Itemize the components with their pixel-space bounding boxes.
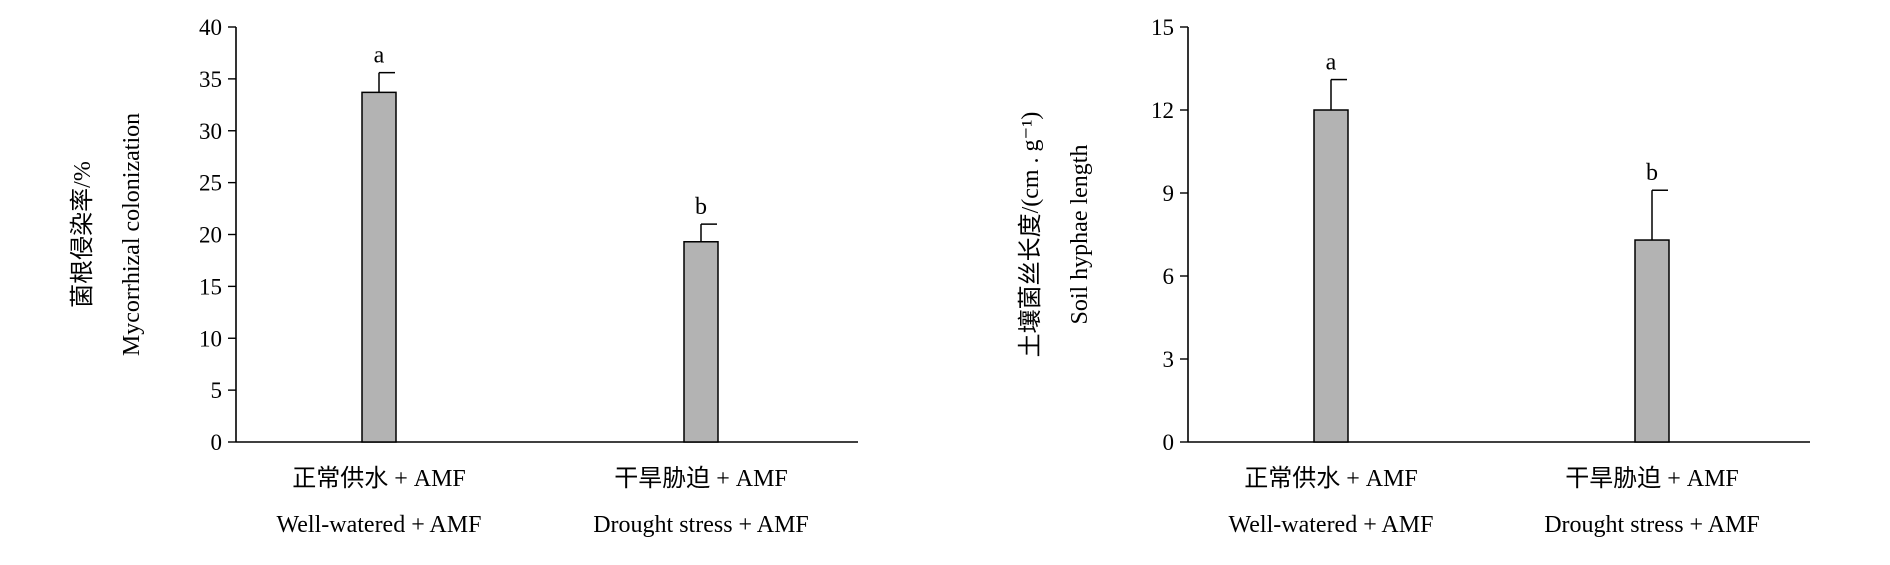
- y-tick-label: 10: [199, 326, 222, 351]
- bar: [1313, 109, 1349, 443]
- category-label: Well-watered + AMF: [1229, 512, 1434, 538]
- bar: [361, 91, 397, 443]
- y-tick-label: 30: [199, 119, 222, 144]
- y-tick-label: 6: [1163, 264, 1175, 289]
- y-tick-label: 40: [199, 15, 222, 40]
- bar: [1634, 239, 1670, 443]
- y-tick-label: 15: [199, 274, 222, 299]
- y-tick-label: 3: [1163, 347, 1175, 372]
- significance-label: a: [1326, 50, 1337, 76]
- y-axis-subtitle: Soil hyphae length: [1067, 145, 1093, 325]
- y-axis-subtitle: Mycorrhizal colonization: [119, 113, 145, 356]
- chart-soil-hyphae-length: 0 3 6 9 12 15 a 正常供水 + AMF Well-watered + AMF b 干旱…: [1017, 15, 1810, 538]
- category-label: Drought stress + AMF: [593, 512, 809, 538]
- category-label: 正常供水 + AMF: [1244, 465, 1418, 492]
- y-tick-label: 15: [1151, 15, 1174, 40]
- category-label: Drought stress + AMF: [1544, 512, 1760, 538]
- significance-label: a: [374, 43, 385, 69]
- y-axis-title: 菌根侵染率/%: [69, 161, 96, 308]
- y-tick-label: 12: [1151, 98, 1174, 123]
- y-tick-label: 0: [211, 430, 223, 455]
- category-label: 干旱胁迫 + AMF: [1565, 465, 1739, 492]
- bar: [683, 241, 719, 443]
- y-tick-label: 9: [1163, 181, 1175, 206]
- category-label: 正常供水 + AMF: [292, 465, 466, 492]
- y-axis-title: 土壤菌丝长度/(cm . g⁻¹): [1017, 112, 1044, 358]
- significance-label: b: [695, 194, 707, 220]
- y-tick-label: 35: [199, 67, 222, 92]
- y-tick-label: 0: [1163, 430, 1175, 455]
- category-label: Well-watered + AMF: [277, 512, 482, 538]
- chart-mycorrhizal-colonization: 0 5 10 15 20 25 30 35 40 a 正常供水 + AMF Well-watered …: [69, 15, 858, 538]
- y-tick-label: 25: [199, 171, 222, 196]
- y-tick-label: 20: [199, 223, 222, 248]
- y-tick-label: 5: [211, 378, 223, 403]
- significance-label: b: [1646, 160, 1658, 186]
- category-label: 干旱胁迫 + AMF: [614, 465, 788, 492]
